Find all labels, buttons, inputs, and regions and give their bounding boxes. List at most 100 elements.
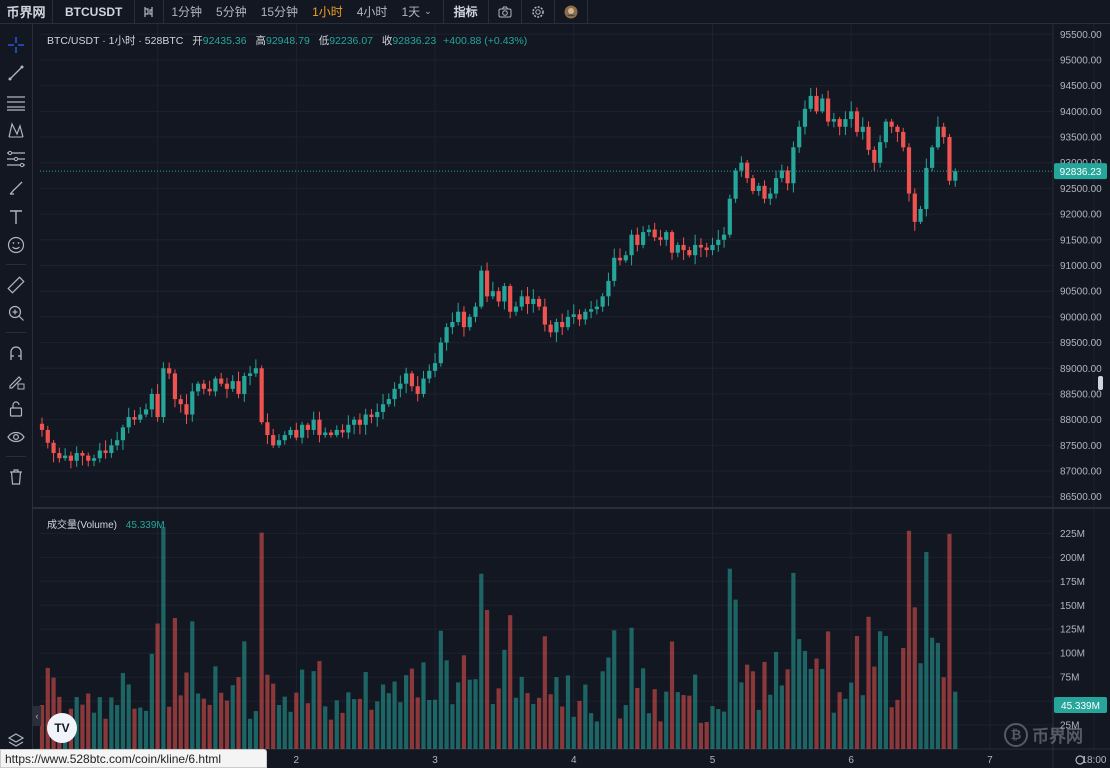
candle-body <box>479 270 484 307</box>
collapse-toolbar-button[interactable]: ‹ <box>33 706 41 726</box>
interval-5m-button[interactable]: 5分钟 <box>216 5 247 19</box>
pattern-icon[interactable] <box>4 118 28 142</box>
zoom-in-icon[interactable] <box>4 301 28 325</box>
volume-bar <box>386 693 391 749</box>
fib-retracement-icon[interactable] <box>4 147 28 171</box>
candle-body <box>727 198 732 235</box>
candle-body <box>109 445 114 454</box>
time-tick-label: 5 <box>710 755 716 766</box>
magnet-icon[interactable] <box>4 341 28 365</box>
toolbar-divider <box>520 0 522 24</box>
volume-bar <box>589 713 594 749</box>
volume-bar <box>219 692 224 749</box>
candle-body <box>167 368 172 374</box>
candle-body <box>577 314 582 320</box>
indicators-button[interactable]: 指标 <box>453 5 478 19</box>
chart-area[interactable]: 86500.00 87000.00 87500.00 88000.00 88500.00… <box>33 24 1110 768</box>
volume-bar <box>450 704 455 749</box>
site-logo[interactable]: 币界网 <box>6 5 46 20</box>
volume-bar <box>97 697 102 749</box>
volume-bar <box>490 704 495 749</box>
volume-bar <box>872 666 877 749</box>
ruler-icon[interactable] <box>4 273 28 297</box>
interval-1d-dropdown[interactable]: 1天 ⌄ <box>394 0 438 24</box>
avatar[interactable] <box>555 0 587 24</box>
volume-bar <box>906 530 912 749</box>
volume-bar <box>432 699 438 749</box>
volume-bar <box>230 685 235 749</box>
volume-bar <box>641 668 646 749</box>
candle-body <box>941 126 946 138</box>
candle-body <box>300 424 305 438</box>
camera-icon[interactable] <box>489 0 521 24</box>
volume-bar <box>773 651 779 749</box>
candle-body <box>311 419 316 430</box>
volume-bar <box>681 695 686 749</box>
symbol-search-button[interactable]: BTCUSDT <box>65 4 123 19</box>
volume-bar <box>854 635 860 749</box>
legend-high-value: 92948.79 <box>265 35 310 47</box>
emoji-icon[interactable] <box>4 233 28 257</box>
candle-body <box>80 453 85 456</box>
candle-body <box>854 111 860 132</box>
candle-body <box>791 147 796 184</box>
candle-body <box>328 432 334 436</box>
candle-body <box>143 409 149 415</box>
candle-body <box>375 411 380 418</box>
candle-body <box>132 417 137 420</box>
volume-bar <box>843 698 848 749</box>
volume-bar <box>201 698 206 749</box>
bitcoin-coin-icon: ₿ <box>1004 722 1028 747</box>
volume-bar <box>132 708 137 749</box>
interval-1h-button[interactable]: 1小时 <box>312 5 343 19</box>
interval-1m-button[interactable]: 1分钟 <box>171 5 203 19</box>
compare-icon[interactable] <box>135 0 163 24</box>
candle-body <box>600 296 605 307</box>
candlestick-chart[interactable]: 86500.00 87000.00 87500.00 88000.00 88500.00… <box>33 24 1110 768</box>
brush-icon[interactable] <box>4 176 28 200</box>
volume-tick-label: 175M <box>1060 577 1085 588</box>
candle-body <box>409 373 415 387</box>
horizontal-lines-icon[interactable] <box>4 90 28 114</box>
candle-body <box>363 414 368 425</box>
candle-body <box>912 193 917 222</box>
interval-group: 1分钟 5分钟 15分钟 1小时 4小时 1天 ⌄ <box>164 0 438 24</box>
status-url: https://www.528btc.com/coin/kline/6.html <box>0 749 267 768</box>
volume-bar <box>427 699 432 749</box>
crosshair-icon[interactable] <box>4 33 28 57</box>
tradingview-logo[interactable]: TV <box>47 713 77 743</box>
trash-icon[interactable] <box>4 465 28 489</box>
interval-15m-button[interactable]: 15分钟 <box>260 5 299 19</box>
legend-low-value: 92236.07 <box>329 35 373 47</box>
volume-bar <box>363 672 368 749</box>
volume-bar <box>242 641 247 749</box>
trend-line-icon[interactable] <box>4 61 28 85</box>
candle-body <box>340 429 345 433</box>
candle-body <box>658 237 663 240</box>
volume-bar <box>115 705 120 749</box>
unlock-icon[interactable] <box>4 397 28 421</box>
volume-bar <box>300 669 305 749</box>
text-icon[interactable] <box>4 205 28 229</box>
candle-body <box>681 244 686 251</box>
interval-4h-button[interactable]: 4小时 <box>356 5 388 19</box>
lock-drawing-icon[interactable] <box>4 369 28 393</box>
volume-bar <box>745 664 750 749</box>
gear-icon[interactable] <box>522 0 554 24</box>
volume-bar <box>473 679 478 749</box>
layers-icon[interactable] <box>4 729 28 753</box>
volume-bar <box>721 711 727 749</box>
price-tick-label: 91500.00 <box>1060 235 1102 246</box>
volume-bar <box>456 682 461 749</box>
candle-body <box>623 255 628 261</box>
candle-body <box>669 232 675 253</box>
candle-body <box>178 399 183 405</box>
candle-body <box>947 137 952 181</box>
candle-body <box>357 419 362 425</box>
eye-icon[interactable] <box>4 425 28 449</box>
volume-bar <box>953 691 958 749</box>
volume-bar <box>779 685 784 749</box>
candle-body <box>282 435 287 441</box>
volume-bar <box>86 693 91 749</box>
volume-bar <box>143 710 149 749</box>
